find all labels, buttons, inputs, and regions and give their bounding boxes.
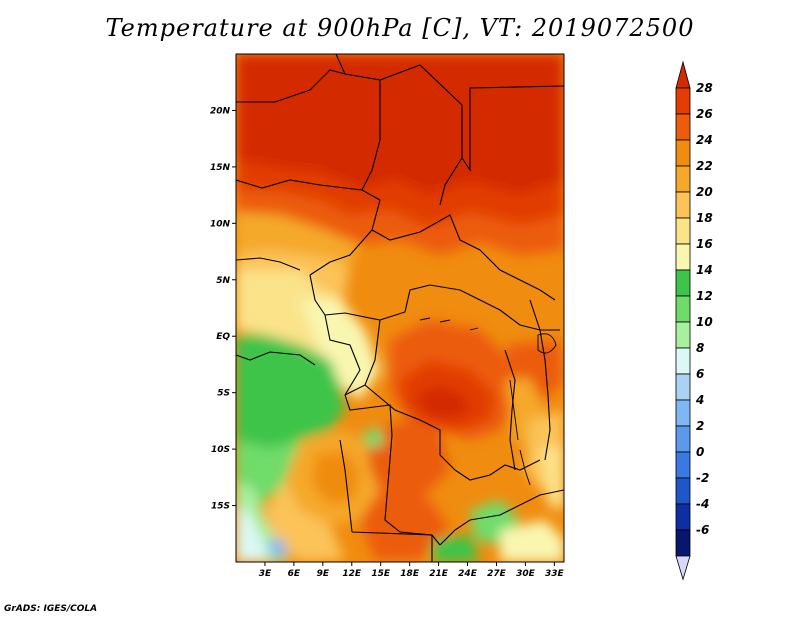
lat-tick-label: 15S <box>211 502 230 512</box>
colorbar-level-label: 24 <box>696 133 713 147</box>
lon-tick-label: 6E <box>288 569 301 579</box>
colorbar-level-label: 6 <box>696 367 704 381</box>
lat-tick-label: 5N <box>216 276 230 286</box>
lon-tick-label: 3E <box>259 569 272 579</box>
lat-tick-label: EQ <box>216 332 230 342</box>
colorbar-level-label: -2 <box>696 471 709 485</box>
lon-tick-label: 33E <box>545 569 565 579</box>
colorbar-level-label: -4 <box>696 497 709 511</box>
colorbar-bin <box>675 87 691 115</box>
lon-tick-label: 15E <box>371 569 391 579</box>
lat-tick-label: 20N <box>210 106 231 116</box>
map-title: Temperature at 900hPa [C], VT: 201907250… <box>105 14 695 42</box>
lake-outlines <box>419 317 557 486</box>
lat-tick-label: 15N <box>210 163 231 173</box>
lon-tick-label: 18E <box>400 569 420 579</box>
map-frame <box>235 53 565 563</box>
colorbar-bin <box>675 321 691 349</box>
colorbar-level-label: -6 <box>696 523 709 537</box>
colorbar-level-label: 18 <box>696 211 713 225</box>
colorbar-bin <box>675 503 691 531</box>
colorbar-level-label: 2 <box>696 419 704 433</box>
temperature-field <box>236 54 564 562</box>
colorbar-level-label: 22 <box>696 159 713 173</box>
colorbar-bin <box>675 269 691 297</box>
colorbar-bin <box>675 347 691 375</box>
colorbar-bin <box>675 191 691 219</box>
longitude-axis: 3E 6E 9E 12E 15E 18E 21E 24E 27E 30E 33E <box>259 562 565 579</box>
lon-tick-label: 27E <box>487 569 507 579</box>
country-borders <box>236 54 564 562</box>
colorbar-level-label: 20 <box>696 185 713 199</box>
colorbar-bin <box>675 165 691 193</box>
lon-tick-label: 24E <box>458 569 478 579</box>
colorbar-bin <box>675 217 691 245</box>
colorbar-level-label: 4 <box>695 393 704 407</box>
lon-tick-label: 30E <box>516 569 536 579</box>
colorbar-level-label: 10 <box>696 315 713 329</box>
colorbar-bin <box>675 477 691 505</box>
colorbar-bin <box>675 399 691 427</box>
lon-tick-label: 9E <box>317 569 330 579</box>
colorbar-bin <box>675 373 691 401</box>
lon-tick-label: 21E <box>429 569 449 579</box>
colorbar-level-label: 0 <box>696 445 704 459</box>
colorbar-level-label: 14 <box>696 263 713 277</box>
colorbar-level-label: 12 <box>696 289 713 303</box>
colorbar-bin <box>675 451 691 479</box>
lon-tick-label: 12E <box>342 569 362 579</box>
lat-tick-label: 10S <box>211 445 230 455</box>
colorbar-bin <box>675 113 691 141</box>
colorbar-bin <box>675 139 691 167</box>
colorbar-bin <box>675 295 691 323</box>
colorbar-bottom-tip <box>675 555 691 581</box>
lat-tick-label: 10N <box>210 219 231 229</box>
grads-credit: GrADS: IGES/COLA <box>4 604 98 614</box>
colorbar-level-label: 16 <box>696 237 713 251</box>
colorbar-level-label: 26 <box>696 107 713 121</box>
colorbar-level-label: 8 <box>696 341 704 355</box>
colorbar-bin <box>675 243 691 271</box>
colorbar-bin <box>675 529 691 557</box>
latitude-axis: 20N 15N 10N 5N EQ 5S 10S 15S <box>210 106 236 512</box>
colorbar-bin <box>675 425 691 453</box>
colorbar-level-label: 28 <box>696 81 713 95</box>
colorbar-bin <box>675 60 691 89</box>
lat-tick-label: 5S <box>217 389 230 399</box>
